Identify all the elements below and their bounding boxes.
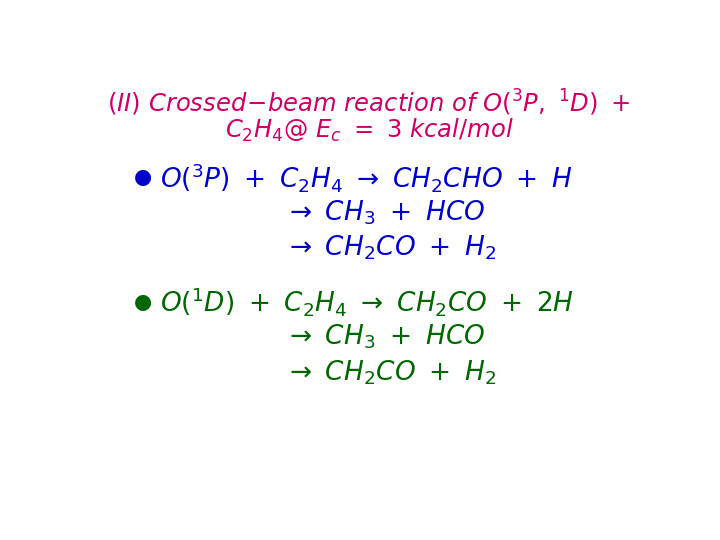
Text: $\rightarrow\ CH_2CO\ +\ H_2$: $\rightarrow\ CH_2CO\ +\ H_2$ xyxy=(284,358,496,387)
Text: $O(^3P)\ +\ C_2H_4\ \rightarrow\ CH_2CHO\ +\ H$: $O(^3P)\ +\ C_2H_4\ \rightarrow\ CH_2CHO… xyxy=(160,160,572,193)
Text: ●: ● xyxy=(134,292,152,312)
Text: $(II)\ Crossed\!-\!beam\ reaction\ of\ O(^3P,\ ^1D)\ +$: $(II)\ Crossed\!-\!beam\ reaction\ of\ O… xyxy=(107,87,631,118)
Text: $\rightarrow\ CH_3\ +\ HCO$: $\rightarrow\ CH_3\ +\ HCO$ xyxy=(284,198,485,227)
Text: $\rightarrow\ CH_2CO\ +\ H_2$: $\rightarrow\ CH_2CO\ +\ H_2$ xyxy=(284,233,496,262)
Text: $O(^1D)\ +\ C_2H_4\ \rightarrow\ CH_2CO\ +\ 2H$: $O(^1D)\ +\ C_2H_4\ \rightarrow\ CH_2CO\… xyxy=(160,285,574,318)
Text: $\rightarrow\ CH_3\ +\ HCO$: $\rightarrow\ CH_3\ +\ HCO$ xyxy=(284,323,485,352)
Text: ●: ● xyxy=(134,167,152,187)
Text: $C_2H_4@\ E_c\ =\ 3\ kcal/mol$: $C_2H_4@\ E_c\ =\ 3\ kcal/mol$ xyxy=(225,117,513,144)
